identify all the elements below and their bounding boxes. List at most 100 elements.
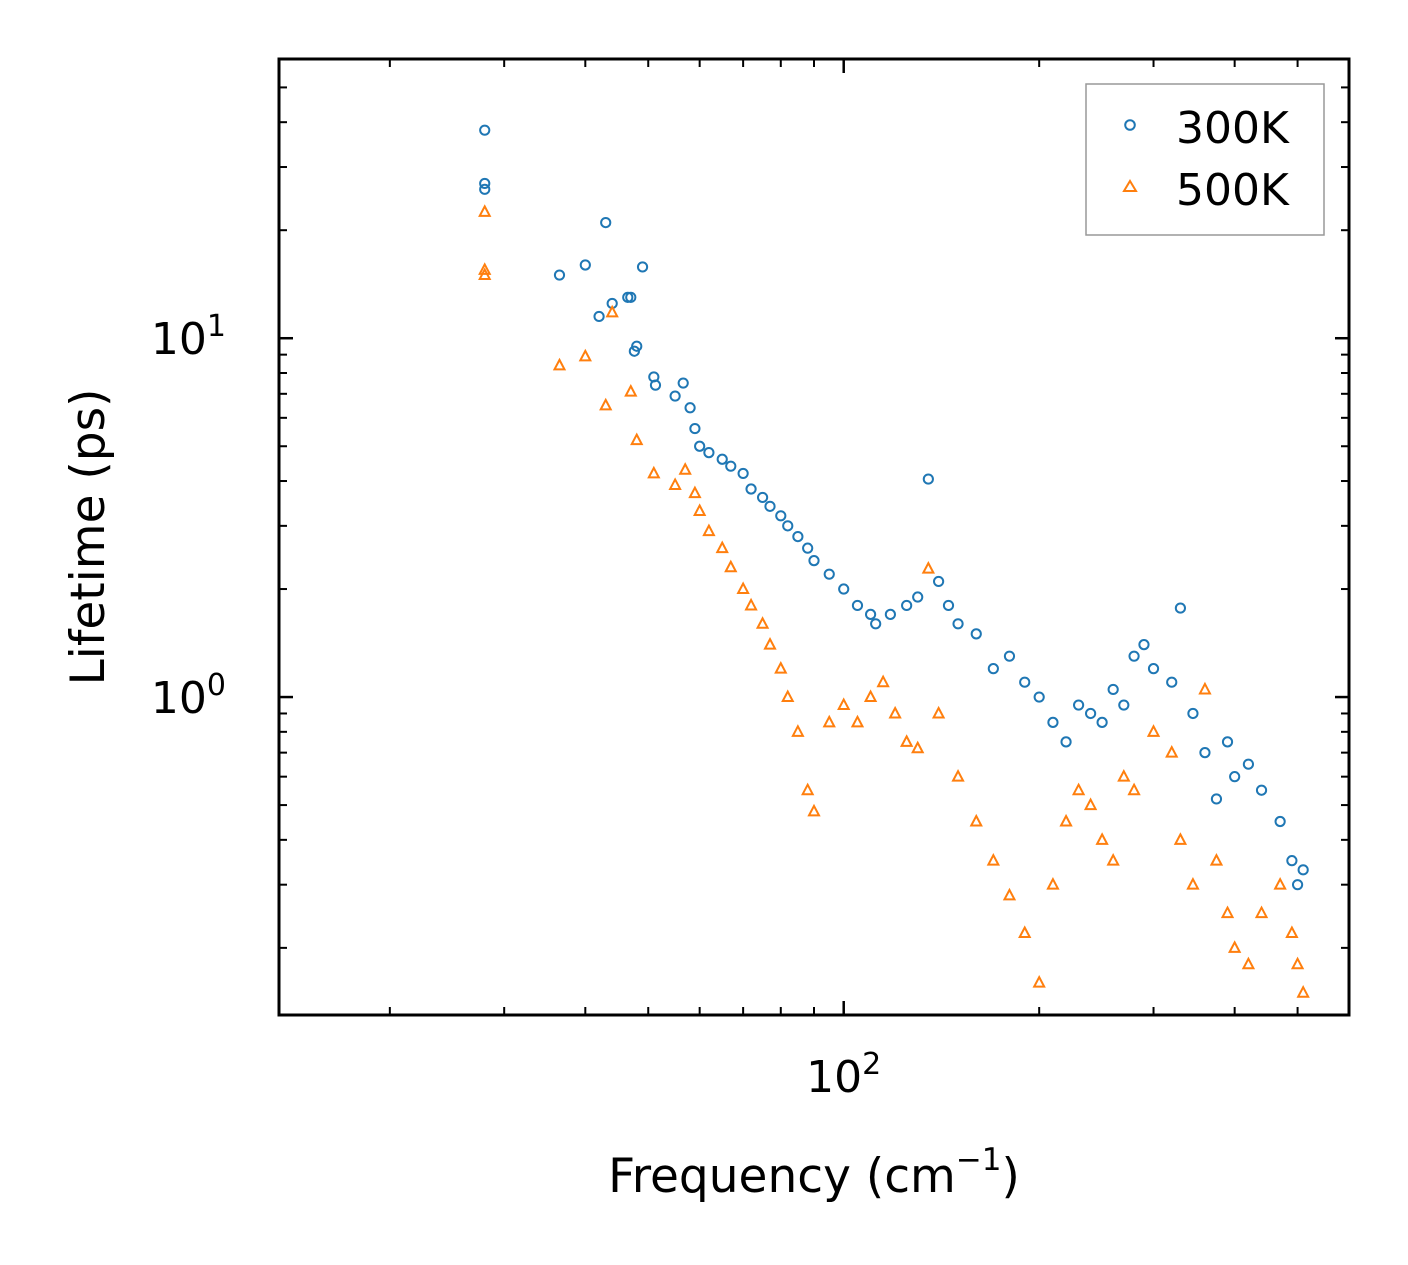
point-500k xyxy=(605,304,619,318)
legend: 300K 500K xyxy=(1085,83,1325,236)
point-300k xyxy=(703,447,715,459)
point-300k xyxy=(838,583,850,595)
point-500k xyxy=(774,660,788,674)
point-500k xyxy=(478,262,492,275)
point-500k xyxy=(1220,905,1235,919)
x-axis-label: Frequency (cm−1) xyxy=(608,1142,1020,1204)
point-300k xyxy=(1118,699,1130,711)
point-300k xyxy=(684,402,696,414)
point-300k xyxy=(1297,864,1309,876)
point-500k xyxy=(1117,769,1131,782)
point-500k xyxy=(1173,832,1188,845)
point-500k xyxy=(888,705,902,719)
point-500k xyxy=(755,616,770,629)
point-500k xyxy=(850,714,865,728)
plot-frame xyxy=(277,57,1351,1017)
point-300k xyxy=(864,608,877,620)
point-300k xyxy=(636,261,649,273)
point-500k xyxy=(801,782,815,796)
point-500k xyxy=(837,697,851,711)
point-500k xyxy=(1127,782,1141,796)
point-500k xyxy=(986,853,1001,866)
point-300k xyxy=(970,628,982,640)
point-300k xyxy=(1147,663,1160,675)
point-300k xyxy=(1255,784,1268,796)
point-500k xyxy=(1032,974,1046,988)
point-300k xyxy=(1242,758,1255,770)
point-500k xyxy=(1186,877,1200,890)
point-300k xyxy=(901,599,913,612)
point-300k xyxy=(745,483,757,495)
point-300k xyxy=(1033,691,1045,703)
point-500k xyxy=(668,477,682,490)
point-500k xyxy=(478,267,492,281)
point-300k xyxy=(987,663,999,675)
point-300k xyxy=(782,520,794,532)
y-tick-label: 101 xyxy=(151,309,226,365)
point-300k xyxy=(1072,699,1085,711)
point-300k xyxy=(553,269,566,281)
point-300k xyxy=(764,500,776,512)
point-300k xyxy=(952,618,964,630)
point-300k xyxy=(479,124,491,136)
point-500k xyxy=(1285,925,1299,939)
point-500k xyxy=(1290,956,1305,970)
point-300k xyxy=(1221,736,1234,748)
point-500k xyxy=(1018,925,1032,939)
point-300k xyxy=(756,491,769,504)
point-500k xyxy=(692,503,707,516)
point-300k xyxy=(737,467,749,480)
point-500k xyxy=(1106,853,1120,866)
point-300k xyxy=(1286,855,1298,867)
y-axis-label: Lifetime (ps) xyxy=(61,389,116,686)
point-300k xyxy=(870,618,882,630)
point-300k xyxy=(628,345,640,357)
point-300k xyxy=(649,379,662,391)
point-500k xyxy=(911,740,925,754)
point-500k xyxy=(807,803,821,817)
point-300k xyxy=(1166,676,1178,688)
point-300k xyxy=(1128,650,1140,662)
point-500k xyxy=(876,674,890,688)
point-500k xyxy=(931,705,946,719)
point-500k xyxy=(1273,877,1287,890)
point-500k xyxy=(1002,887,1017,901)
legend-marker-300k xyxy=(1124,119,1136,131)
point-500k xyxy=(630,432,644,446)
point-300k xyxy=(808,555,820,567)
point-500k xyxy=(863,689,878,703)
legend-frame xyxy=(1085,83,1325,236)
point-500k xyxy=(1046,877,1060,890)
point-500k xyxy=(822,714,836,728)
point-500k xyxy=(736,581,750,595)
point-300k xyxy=(1096,716,1108,728)
point-300k xyxy=(851,599,864,612)
point-300k xyxy=(479,183,491,195)
point-300k xyxy=(1187,707,1199,720)
point-300k xyxy=(716,453,728,465)
point-500k xyxy=(1227,940,1242,953)
point-500k xyxy=(578,348,592,362)
point-500k xyxy=(951,769,965,782)
point-300k xyxy=(802,542,814,554)
point-300k xyxy=(912,591,924,603)
point-300k xyxy=(593,310,605,323)
point-500k xyxy=(599,397,613,411)
point-500k xyxy=(724,559,738,573)
point-300k xyxy=(1291,879,1304,891)
point-500k xyxy=(1254,905,1269,919)
point-500k xyxy=(624,383,638,397)
point-300k xyxy=(1060,736,1072,748)
point-300k xyxy=(884,608,896,620)
point-500k xyxy=(791,724,805,737)
point-300k xyxy=(1210,793,1223,805)
point-500k xyxy=(678,462,692,475)
point-300k xyxy=(725,460,737,472)
point-500k xyxy=(781,689,795,703)
point-500k xyxy=(969,813,983,827)
point-300k xyxy=(669,390,681,402)
point-500k xyxy=(1165,744,1179,758)
point-300k xyxy=(775,510,787,522)
series-500k xyxy=(478,204,1310,998)
